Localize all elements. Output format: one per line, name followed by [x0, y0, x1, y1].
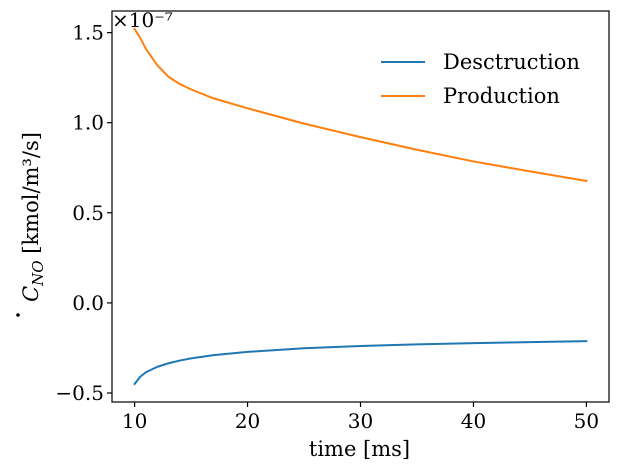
y-tick-label: 0.5 — [72, 201, 104, 225]
x-tick-label: 40 — [461, 409, 486, 433]
y-axis-label-symbol: C — [19, 286, 43, 302]
y-offset-text: ×10⁻⁷ — [112, 8, 173, 32]
legend-label-0: Desctruction — [443, 50, 580, 74]
x-tick-label: 10 — [122, 409, 147, 433]
x-axis-ticks: 10 20 30 40 50 — [122, 402, 599, 433]
y-axis-label-subscript: NO — [29, 260, 47, 286]
series-line-0 — [133, 340, 588, 386]
x-axis-label: time [ms] — [309, 437, 410, 461]
y-axis-label-dot — [16, 313, 20, 317]
y-tick-label: 1.5 — [72, 21, 104, 45]
y-axis-label-group: CNO [kmol/m³/s] — [16, 132, 47, 317]
legend-label-1: Production — [443, 84, 560, 108]
y-axis-ticks: −0.5 0.0 0.5 1.0 1.5 — [55, 21, 112, 405]
y-tick-label: 1.0 — [72, 111, 104, 135]
y-tick-label: 0.0 — [72, 291, 104, 315]
y-tick-label: −0.5 — [55, 381, 104, 405]
legend: Desctruction Production — [381, 50, 580, 108]
x-tick-label: 50 — [574, 409, 599, 433]
y-axis-label-unit: [kmol/m³/s] — [19, 132, 43, 260]
x-tick-label: 20 — [235, 409, 260, 433]
y-axis-label: CNO [kmol/m³/s] — [19, 132, 47, 302]
x-tick-label: 30 — [348, 409, 373, 433]
series-line-1 — [133, 27, 588, 183]
